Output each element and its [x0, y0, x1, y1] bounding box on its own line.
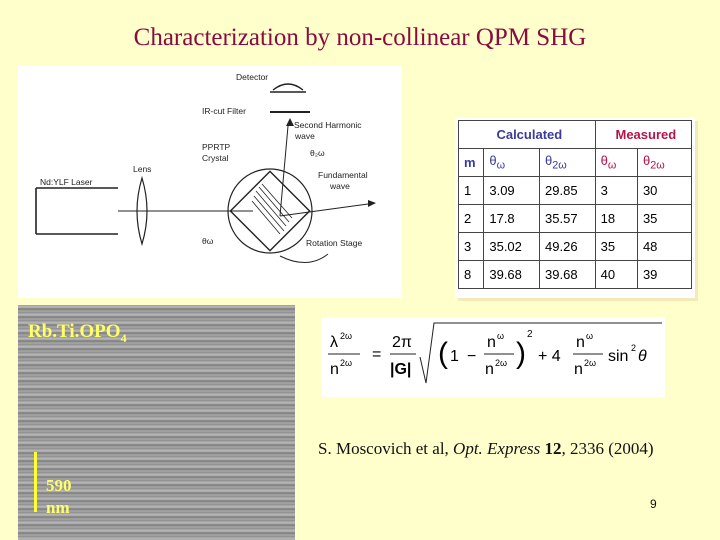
cell-m: 1 — [457, 176, 485, 205]
detector-shape — [272, 83, 304, 91]
formula-n-2w2-exp: 2ω — [584, 358, 596, 368]
cell-meas-t2w: 30 — [636, 176, 693, 205]
page-number: 9 — [650, 497, 657, 511]
formula-lambda-exp: 2ω — [340, 331, 352, 341]
fundamental-label: Fundamental — [318, 170, 368, 180]
scale-bar — [34, 452, 37, 512]
formula-n-w2: n — [576, 334, 585, 351]
formula-sqrt — [419, 322, 662, 384]
theta-2w-label: θ₂ω — [310, 148, 325, 158]
formula-minus: − — [467, 348, 476, 365]
results-table-panel: Calculated Measured m θω θ2ω θω θ2ω 1 3.… — [455, 118, 695, 298]
sh-wave-label: wave — [294, 131, 315, 141]
rotation-stage-label: Rotation Stage — [306, 238, 363, 248]
table-row: 2 17.8 35.57 18 35 — [457, 204, 693, 233]
cell-m: 8 — [457, 260, 485, 289]
qpm-formula: λ 2ω n 2ω = 2π |G| ( 1 − n ω n 2ω ) 2 + … — [322, 317, 665, 397]
cell-m: 2 — [457, 204, 485, 233]
formula-n-2w-exp: 2ω — [495, 358, 507, 368]
micrograph-material-label: Rb.Ti.OPO4 — [28, 321, 127, 345]
formula-n-exp: 2ω — [340, 358, 352, 368]
slide-title: Characterization by non-collinear QPM SH… — [133, 24, 587, 51]
citation-rest: , 2336 (2004) — [561, 439, 654, 458]
col-meas-theta-w: θω — [594, 148, 638, 177]
cell-meas-tw: 40 — [594, 260, 638, 289]
lens-shape — [136, 175, 148, 247]
formula-plus-four: + 4 — [538, 348, 561, 365]
setup-diagram-svg: Nd:YLF Laser Lens Detector IR-cut Filter — [35, 72, 376, 263]
cell-meas-tw: 35 — [594, 232, 638, 261]
sh-label: Second Harmonic — [294, 120, 362, 130]
fundamental-beam — [279, 203, 369, 217]
rotation-arrow — [279, 253, 329, 263]
cell-m: 3 — [457, 232, 485, 261]
table-row: 3 35.02 49.26 35 48 — [457, 232, 693, 261]
formula-G: |G| — [390, 361, 411, 378]
cell-calc-t2w: 49.26 — [539, 232, 596, 261]
header-calculated: Calculated — [458, 120, 596, 149]
formula-svg: λ 2ω n 2ω = 2π |G| ( 1 − n ω n 2ω ) 2 + … — [328, 322, 662, 384]
formula-n-w-exp: ω — [497, 331, 504, 341]
formula-equals: = — [372, 346, 381, 363]
cell-calc-t2w: 39.68 — [539, 260, 596, 289]
col-calc-theta-2w: θ2ω — [539, 148, 596, 177]
ir-filter-label: IR-cut Filter — [202, 106, 246, 116]
formula-n-2w: n — [485, 361, 494, 378]
sh-arrow — [286, 118, 294, 126]
setup-diagram: Nd:YLF Laser Lens Detector IR-cut Filter — [18, 66, 402, 298]
formula-paren-close: ) — [516, 337, 526, 370]
pprtp-label: PPRTP — [202, 142, 231, 152]
crystal-label: Crystal — [202, 153, 229, 163]
formula-theta: θ — [638, 348, 647, 365]
header-measured: Measured — [594, 120, 693, 149]
crystal-square — [229, 170, 311, 252]
scale-label: 590 nm — [46, 476, 72, 517]
formula-one: 1 — [450, 348, 459, 365]
cell-calc-tw: 39.68 — [483, 260, 541, 289]
col-m-header: m — [457, 148, 485, 177]
theta-w-label: θω — [202, 236, 214, 246]
formula-two-pi: 2π — [392, 334, 412, 351]
fundamental-arrow — [368, 200, 376, 207]
col-meas-theta-2w: θ2ω — [636, 148, 693, 177]
formula-squared: 2 — [527, 329, 533, 340]
formula-n-2w2: n — [574, 361, 583, 378]
formula-lambda: λ — [330, 334, 338, 351]
formula-n-w2-exp: ω — [586, 331, 593, 341]
sh-beam — [279, 125, 289, 217]
formula-sin: sin — [608, 348, 628, 365]
cell-meas-t2w: 35 — [636, 204, 693, 233]
citation: S. Moscovich et al, Opt. Express 12, 233… — [318, 438, 658, 460]
cell-calc-tw: 3.09 — [483, 176, 541, 205]
results-table: Calculated Measured m θω θ2ω θω θ2ω 1 3.… — [457, 120, 693, 289]
laser-label: Nd:YLF Laser — [40, 177, 93, 187]
citation-volume: 12 — [540, 439, 562, 458]
citation-authors: S. Moscovich et al, — [318, 439, 454, 458]
cell-calc-t2w: 35.57 — [539, 204, 596, 233]
cell-meas-t2w: 39 — [636, 260, 693, 289]
table-row: 8 39.68 39.68 40 39 — [457, 260, 693, 289]
micrograph-image: Rb.Ti.OPO4 590 nm — [18, 305, 295, 540]
formula-sin-sq: 2 — [631, 343, 636, 353]
fundamental-wave-label: wave — [329, 181, 350, 191]
cell-calc-t2w: 29.85 — [539, 176, 596, 205]
detector-label: Detector — [236, 72, 268, 82]
col-calc-theta-w: θω — [483, 148, 541, 177]
formula-n-w: n — [487, 334, 496, 351]
cell-meas-tw: 3 — [594, 176, 638, 205]
laser-box — [35, 187, 118, 235]
formula-n: n — [330, 361, 339, 378]
cell-meas-t2w: 48 — [636, 232, 693, 261]
table-header-row: Calculated Measured — [458, 120, 693, 149]
citation-journal: Opt. Express — [453, 439, 541, 458]
table-subheader-row: m θω θ2ω θω θ2ω — [457, 148, 693, 177]
cell-calc-tw: 17.8 — [483, 204, 541, 233]
formula-paren-open: ( — [438, 337, 448, 370]
cell-meas-tw: 18 — [594, 204, 638, 233]
cell-calc-tw: 35.02 — [483, 232, 541, 261]
table-row: 1 3.09 29.85 3 30 — [457, 176, 693, 205]
crystal-grating — [251, 183, 293, 235]
lens-label: Lens — [133, 164, 151, 174]
rotation-stage-circle — [227, 168, 313, 254]
